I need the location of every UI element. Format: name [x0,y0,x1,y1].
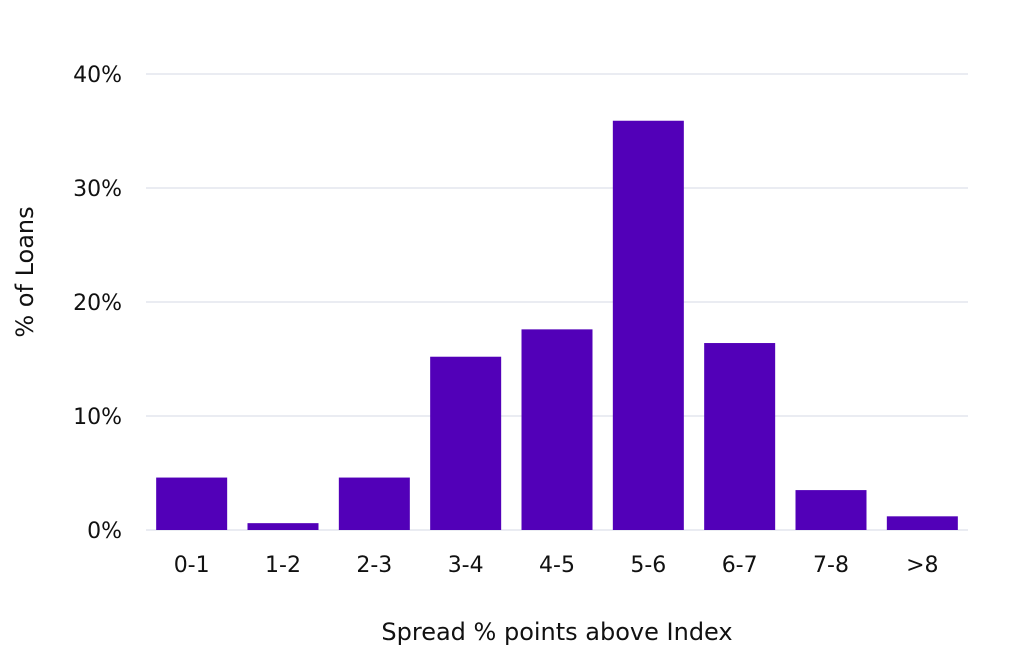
bar [156,477,228,530]
x-tick-label: 2-3 [356,553,392,578]
bar [704,343,776,530]
bar [338,477,410,530]
x-tick-label: >8 [906,553,938,578]
bar [795,490,867,530]
y-tick-label: 30% [73,177,122,202]
x-tick-label: 1-2 [265,553,301,578]
y-tick-label: 0% [87,519,122,544]
bar [521,329,593,530]
y-tick-label: 10% [73,405,122,430]
x-tick-label: 7-8 [813,553,849,578]
bar [430,356,502,530]
y-tick-label: 20% [73,291,122,316]
y-axis-ticks: 0% 10% 20% 30% 40% [73,63,122,544]
x-tick-label: 5-6 [630,553,666,578]
y-axis-title: % of Loans [11,206,39,337]
bar [612,120,684,531]
x-tick-label: 6-7 [722,553,758,578]
x-tick-label: 0-1 [174,553,210,578]
x-tick-label: 4-5 [539,553,575,578]
x-axis-title: Spread % points above Index [381,618,732,646]
y-tick-label: 40% [73,63,122,88]
bar [886,516,958,530]
x-tick-label: 3-4 [448,553,484,578]
x-axis-ticks: 0-1 1-2 2-3 3-4 4-5 5-6 6-7 7-8 >8 [174,553,939,578]
bar [247,523,319,530]
bars [156,120,958,531]
